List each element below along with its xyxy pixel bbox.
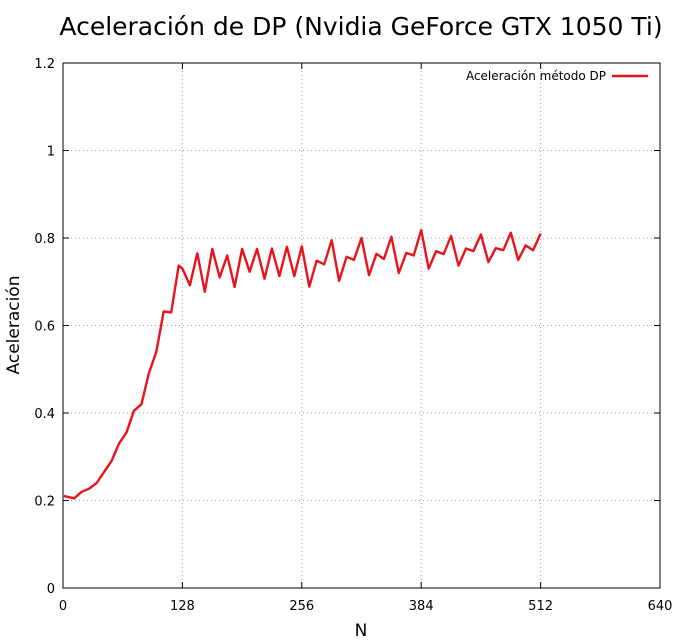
y-tick-label: 0.8 [34,232,55,247]
chart-title: Aceleración de DP (Nvidia GeForce GTX 10… [59,12,662,41]
x-tick-label: 128 [170,599,195,614]
y-tick-label: 1 [47,145,55,160]
y-tick-label: 0.2 [34,495,55,510]
y-tick-label: 0.4 [34,407,55,422]
plot-frame [62,62,661,589]
y-tick-label: 0.6 [34,320,55,335]
x-tick-label: 0 [59,599,67,614]
x-axis-label: N [355,621,368,640]
x-tick-label: 256 [289,599,314,614]
series-line [63,228,542,500]
y-tick-label: 1.2 [34,57,55,72]
legend: Aceleración método DP [466,69,648,83]
x-tick-label: 384 [409,599,434,614]
legend-label: Aceleración método DP [466,69,606,83]
x-tick-label: 640 [648,599,673,614]
y-axis-label: Aceleración [4,276,24,375]
axis-ticks: 0 0.2 0.4 0.6 0.8 1 1.2 0 128 256 384 512 640 [34,57,672,614]
x-tick-label: 512 [528,599,553,614]
y-tick-label: 0 [47,582,55,597]
grid [63,63,660,588]
series-layer [63,228,542,500]
